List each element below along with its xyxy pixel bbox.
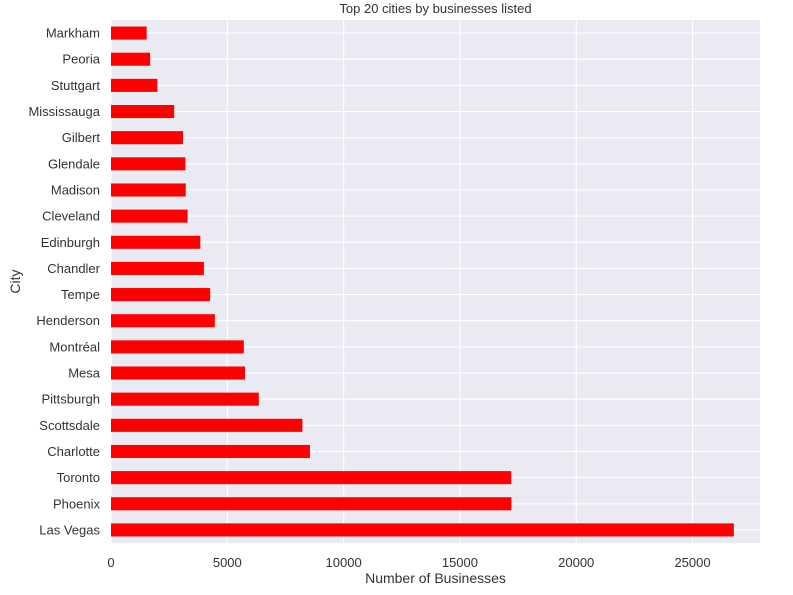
y-tick-label: Stuttgart bbox=[51, 78, 101, 93]
x-tick-label: 25000 bbox=[674, 555, 710, 570]
y-tick-label: Gilbert bbox=[62, 130, 101, 145]
y-tick-label: Phoenix bbox=[53, 496, 100, 511]
y-tick-label: Chandler bbox=[47, 261, 100, 276]
bar-markham bbox=[111, 26, 147, 40]
bar-mississauga bbox=[111, 104, 175, 119]
x-tick-label: 5000 bbox=[213, 555, 242, 570]
y-tick-label: Peoria bbox=[62, 52, 100, 67]
x-axis-label: Number of Businesses bbox=[365, 570, 506, 586]
chart-title: Top 20 cities by businesses listed bbox=[339, 1, 531, 16]
bar-glendale bbox=[111, 157, 186, 171]
bar-tempe bbox=[111, 288, 211, 302]
y-tick-label: Edinburgh bbox=[41, 235, 100, 250]
y-tick-label: Pittsburgh bbox=[41, 392, 100, 407]
y-tick-label: Scottsdale bbox=[39, 418, 100, 433]
bar-chandler bbox=[111, 261, 204, 275]
y-axis-label: City bbox=[7, 269, 23, 293]
x-tick-label: 15000 bbox=[442, 555, 478, 570]
bar-phoenix bbox=[111, 497, 512, 511]
bar-montr-al bbox=[111, 340, 244, 354]
bar-madison bbox=[111, 183, 186, 197]
bar-pittsburgh bbox=[111, 392, 259, 406]
bar-charlotte bbox=[111, 444, 310, 459]
bar-stuttgart bbox=[111, 78, 158, 92]
y-tick-label: Markham bbox=[46, 26, 100, 41]
y-tick-labels: Las Vegas Phoenix Toronto Charlotte Scottsda… bbox=[28, 26, 100, 538]
x-tick-label: 20000 bbox=[558, 555, 594, 570]
bar-toronto bbox=[111, 471, 512, 485]
y-tick-label: Glendale bbox=[48, 156, 100, 171]
y-tick-label: Mesa bbox=[68, 366, 101, 381]
x-tick-label: 0 bbox=[107, 555, 114, 570]
y-tick-label: Charlotte bbox=[47, 444, 100, 459]
y-tick-label: Madison bbox=[51, 182, 100, 197]
x-tick-label: 10000 bbox=[326, 555, 362, 570]
y-tick-label: Mississauga bbox=[28, 104, 100, 119]
y-tick-label: Tempe bbox=[61, 287, 100, 302]
bar-scottsdale bbox=[111, 418, 303, 432]
y-tick-label: Toronto bbox=[57, 470, 100, 485]
bar-peoria bbox=[111, 52, 151, 66]
bar-gilbert bbox=[111, 131, 183, 145]
bar-mesa bbox=[111, 366, 245, 380]
plot-background bbox=[111, 20, 760, 543]
x-tick-labels: 0 5000 10000 15000 20000 25000 bbox=[107, 555, 710, 570]
bar-las-vegas bbox=[111, 523, 734, 537]
bar-henderson bbox=[111, 314, 215, 328]
y-tick-label: Cleveland bbox=[42, 209, 100, 224]
bars bbox=[111, 26, 734, 537]
bar-edinburgh bbox=[111, 235, 201, 249]
y-tick-label: Montréal bbox=[49, 339, 100, 354]
y-tick-label: Las Vegas bbox=[39, 522, 100, 537]
bar-cleveland bbox=[111, 209, 188, 223]
y-tick-label: Henderson bbox=[36, 313, 100, 328]
